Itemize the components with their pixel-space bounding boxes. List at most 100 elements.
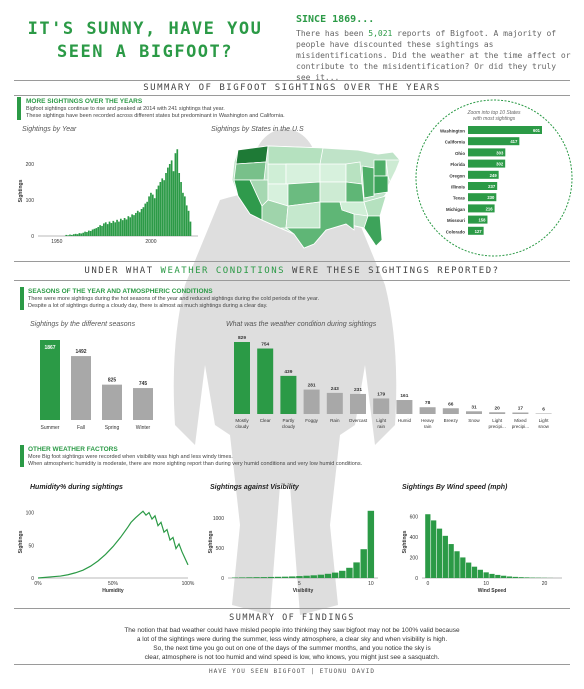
y-axis-label: Sightings [18,530,24,553]
summary-text-1: Bigfoot sightings continue to rise and p… [26,106,225,112]
bar [106,224,109,236]
condition-bar [303,389,320,414]
bar [135,212,137,236]
condition-value-label: 66 [448,401,454,407]
other-factors-text-1: More Big foot sightings were recorded wh… [28,454,233,460]
conditions-chart-label: What was the weather condition during si… [226,321,377,328]
bar [260,577,267,578]
condition-bar [512,412,529,414]
season-value-label: 1867 [44,345,55,351]
bar [185,205,188,236]
since-heading: SINCE 1869... [296,14,375,25]
state-dakotas [319,163,347,183]
state-illinois [361,165,375,199]
season-value-label: 1492 [75,349,86,355]
bar [339,570,346,578]
bar [144,203,147,236]
bar [65,234,68,236]
y-axis-label: Sightings [402,530,408,553]
bar [97,227,100,236]
condition-category-label: Rain [330,418,340,423]
condition-category-label: Clear [260,418,271,423]
bar [103,223,105,236]
state-bar [468,137,520,146]
y-axis-label: Sightings [208,530,214,553]
bar [267,576,275,578]
condition-category-label: Light [376,418,387,423]
state-new-mexico [285,201,321,229]
bar [187,210,190,236]
condition-bar [535,413,552,414]
bar [367,510,375,578]
state-name-label: Colorado [446,229,466,234]
state-name-label: Michigan [446,207,465,212]
state-name-label: Oregon [449,173,465,178]
bar [495,574,501,578]
weather-section-title: UNDER WHAT WEATHER CONDITIONS WERE THESE… [0,266,584,276]
bar [104,222,107,236]
bar [129,217,132,236]
state-minnesota [345,161,363,185]
bar [431,520,437,578]
bar [123,218,126,236]
weather-title-post: WERE THESE SIGHTINGS REPORTED? [285,266,500,276]
state-missouri [345,181,365,203]
condition-value-label: 20 [495,405,501,411]
state-michigan [373,159,387,177]
state-value-label: 302 [496,162,504,167]
condition-category-label: Humid [398,418,412,423]
state-oregon [233,161,267,181]
other-factors-subhead: OTHER WEATHER FACTORS [28,446,118,453]
y-tick-label: 100 [26,198,35,204]
y-tick-label: 100 [26,511,35,517]
x-axis-label: Humidity [102,588,124,594]
season-category-label: Summer [41,425,60,431]
condition-value-label: 161 [400,393,408,399]
bar [506,576,513,578]
wind-chart: 0 200 400 600 0 10 20 Sightings Wind Speed [402,514,562,594]
conditions-chart: 829Mostlycloudy754Clear439Partlycloudy28… [234,335,552,429]
bar [116,219,118,236]
seasons-text-2: Despite a lot of sightings during a clou… [28,303,268,309]
condition-value-label: 829 [238,335,246,341]
state-value-label: 237 [488,184,496,189]
bar [324,573,332,578]
bar [78,233,81,236]
bar [353,562,360,578]
state-washington [235,145,269,165]
bar [125,219,128,236]
bar [246,577,253,578]
seasons-text-1: There were more sightings during the hot… [28,296,320,302]
bar [303,575,310,578]
bar [281,576,289,578]
state-value-label: 303 [496,150,504,155]
condition-category-label: Overcast [349,418,368,423]
season-category-label: Fall [77,425,85,431]
bar [142,207,145,236]
year-chart-label: Sightings by Year [22,126,77,133]
bar [165,173,167,236]
bar [460,557,466,578]
condition-category-label: snow [538,424,549,429]
visibility-chart: 0 500 1000 5 10 Sightings Visibility [208,510,378,594]
season-bar [71,356,91,420]
state-name-label: Florida [450,162,465,167]
bar [80,233,83,236]
bar [114,222,117,236]
bar [178,173,181,236]
top-states-chart: Washington 601 California 417 Ohio 303 Florida… [440,126,542,235]
state-value-label: 216 [486,206,494,211]
x-tick-label: 10 [483,581,489,587]
findings-line-4: clear, atmosphere is not too humid and w… [144,654,440,661]
condition-bar [466,411,482,414]
state-bar [468,215,488,224]
x-axis-label: Wind Speed [478,588,507,594]
season-bar [133,388,153,420]
state-bar [468,159,506,168]
state-montana [267,145,324,165]
bar [146,201,149,236]
y-tick-label: 50 [28,543,34,549]
state-bar [468,226,484,235]
bar [360,549,367,578]
state-name-label: Texas [453,196,466,201]
